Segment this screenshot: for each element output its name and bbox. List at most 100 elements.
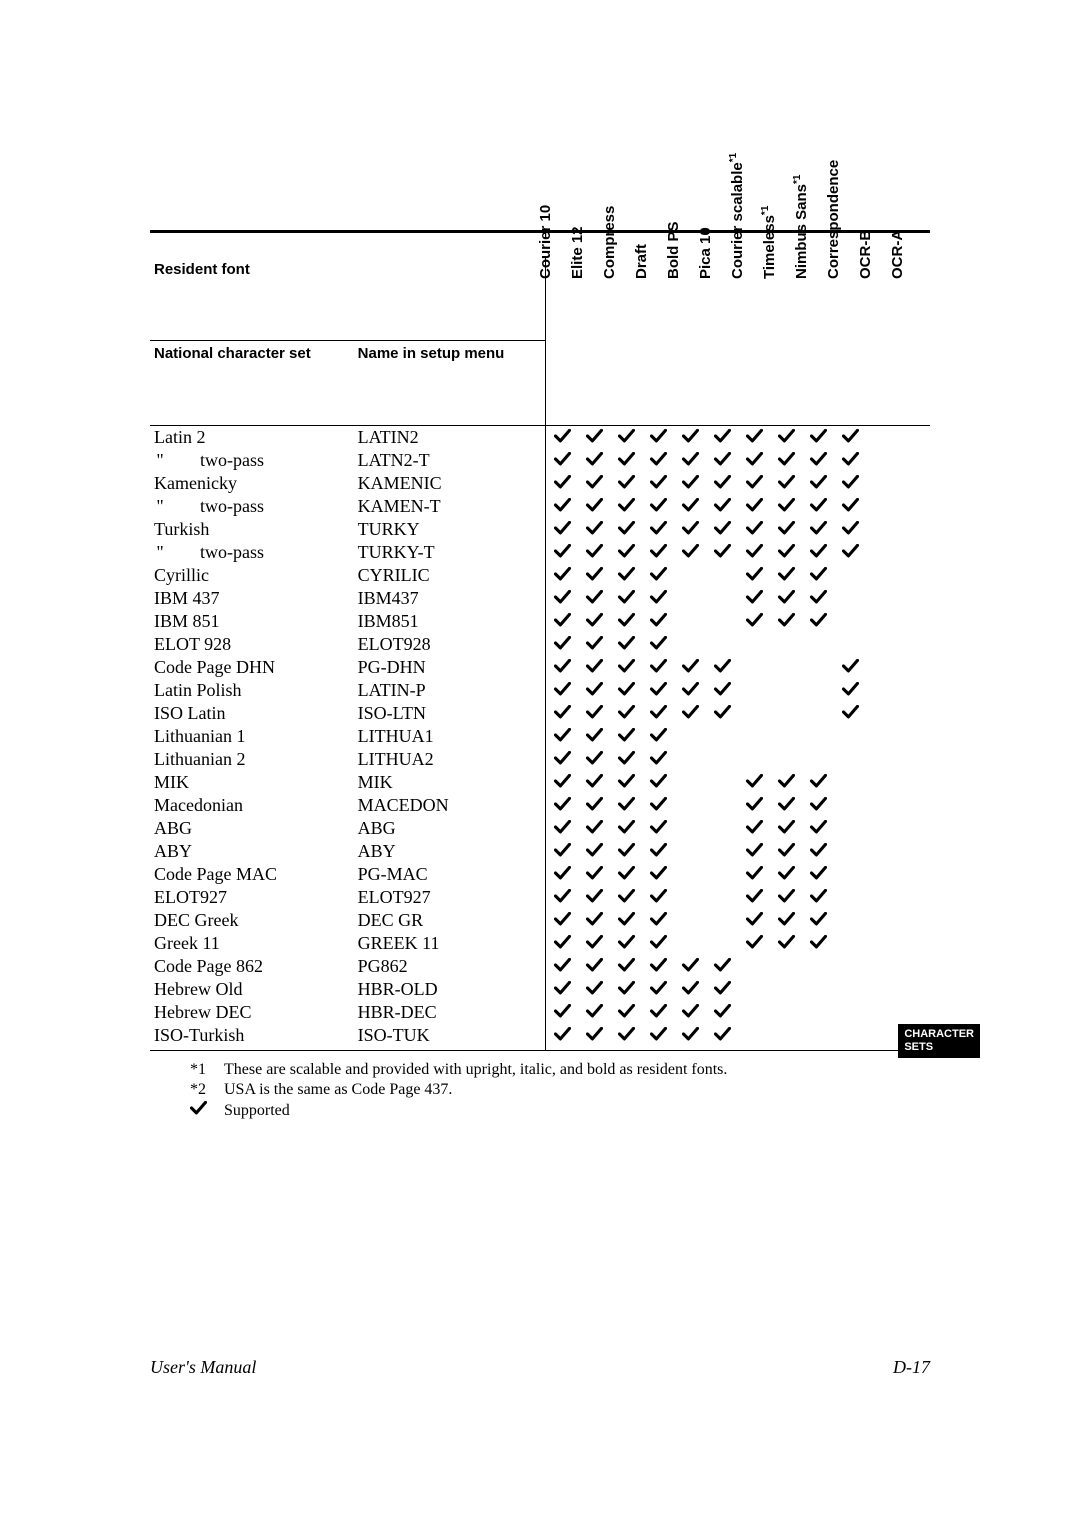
charset-cell: ABG (150, 817, 354, 840)
mark-cell (546, 817, 579, 840)
mark-cell (802, 518, 834, 541)
charset-cell: Code Page DHN (150, 656, 354, 679)
mark-cell (834, 886, 866, 909)
check-icon (554, 428, 571, 446)
charset-cell: "two-pass (150, 541, 354, 564)
mark-cell (546, 886, 579, 909)
table-row: "two-passKAMEN-T (150, 495, 930, 518)
mark-cell (898, 863, 930, 886)
mark-cell (866, 587, 898, 610)
check-icon (650, 980, 667, 998)
check-icon (714, 451, 731, 469)
table-row: DEC GreekDEC GR (150, 909, 930, 932)
check-icon (650, 865, 667, 883)
mark-cell (546, 702, 579, 725)
mark-cell (642, 426, 674, 450)
table-row: IBM 851IBM851 (150, 610, 930, 633)
mark-cell (770, 610, 802, 633)
check-icon (778, 819, 795, 837)
check-icon (618, 1003, 635, 1021)
font-support-table: Resident font Courier 10 Elite 12 Compre… (150, 257, 930, 1051)
mark-cell (674, 587, 706, 610)
mark-cell (706, 909, 738, 932)
col-1: Elite 12 (578, 257, 610, 426)
header-resident-font: Resident font (150, 257, 546, 340)
mark-cell (770, 633, 802, 656)
setup-name-cell: LATIN2 (354, 426, 546, 450)
check-icon (554, 704, 571, 722)
mark-cell (610, 449, 642, 472)
check-icon (650, 1003, 667, 1021)
mark-cell (770, 541, 802, 564)
mark-cell (738, 633, 770, 656)
mark-cell (706, 932, 738, 955)
mark-cell (770, 518, 802, 541)
mark-cell (674, 748, 706, 771)
mark-cell (802, 426, 834, 450)
mark-cell (834, 426, 866, 450)
mark-cell (706, 518, 738, 541)
mark-cell (578, 978, 610, 1001)
table-row: ELOT 928ELOT928 (150, 633, 930, 656)
mark-cell (834, 518, 866, 541)
mark-cell (898, 426, 930, 450)
check-icon (778, 520, 795, 538)
check-icon (618, 635, 635, 653)
table-row: Code Page MACPG-MAC (150, 863, 930, 886)
check-icon (746, 451, 763, 469)
col-7: Timeless*1 (770, 257, 802, 426)
mark-cell (834, 725, 866, 748)
mark-cell (834, 817, 866, 840)
check-icon (746, 842, 763, 860)
check-icon (810, 796, 827, 814)
mark-cell (738, 702, 770, 725)
check-icon (586, 1026, 603, 1044)
mark-cell (578, 518, 610, 541)
mark-cell (610, 541, 642, 564)
check-icon (554, 566, 571, 584)
mark-cell (706, 817, 738, 840)
mark-cell (802, 679, 834, 702)
setup-name-cell: DEC GR (354, 909, 546, 932)
mark-cell (802, 932, 834, 955)
check-icon (554, 750, 571, 768)
check-icon (810, 934, 827, 952)
mark-cell (546, 679, 579, 702)
table-row: IBM 437IBM437 (150, 587, 930, 610)
mark-cell (770, 748, 802, 771)
mark-cell (706, 863, 738, 886)
mark-cell (706, 449, 738, 472)
mark-cell (834, 748, 866, 771)
check-icon (682, 520, 699, 538)
mark-cell (866, 909, 898, 932)
mark-cell (770, 794, 802, 817)
check-icon (778, 543, 795, 561)
table-row: "two-passLATN2-T (150, 449, 930, 472)
mark-cell (546, 932, 579, 955)
mark-cell (546, 840, 579, 863)
check-icon (586, 543, 603, 561)
mark-cell (610, 1024, 642, 1051)
mark-cell (834, 1001, 866, 1024)
table-row: ABGABG (150, 817, 930, 840)
check-icon (778, 934, 795, 952)
mark-cell (674, 863, 706, 886)
mark-cell (642, 702, 674, 725)
setup-name-cell: ABG (354, 817, 546, 840)
setup-name-cell: ELOT927 (354, 886, 546, 909)
check-icon (554, 957, 571, 975)
mark-cell (738, 886, 770, 909)
check-icon (586, 474, 603, 492)
mark-cell (898, 978, 930, 1001)
mark-cell (866, 725, 898, 748)
check-icon (810, 819, 827, 837)
setup-name-cell: IBM437 (354, 587, 546, 610)
mark-cell (674, 978, 706, 1001)
check-icon (714, 520, 731, 538)
check-icon (714, 957, 731, 975)
mark-cell (706, 725, 738, 748)
header-name-in-setup: Name in setup menu (354, 340, 546, 425)
mark-cell (802, 541, 834, 564)
mark-cell (770, 886, 802, 909)
mark-cell (546, 863, 579, 886)
